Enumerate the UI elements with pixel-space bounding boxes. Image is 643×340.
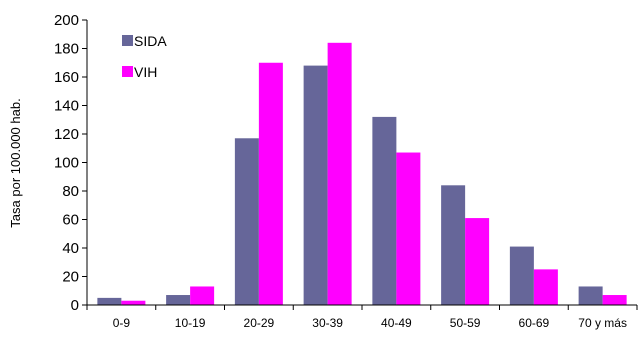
y-tick-label: 120 — [54, 126, 79, 143]
y-tick-label: 0 — [71, 297, 79, 314]
bars — [97, 42, 627, 306]
bar-vih-2 — [258, 62, 283, 305]
x-tick-label: 10-19 — [175, 316, 206, 330]
bar-sida-2 — [234, 138, 259, 305]
y-tick-label: 160 — [54, 69, 79, 86]
bar-sida-5 — [441, 185, 466, 305]
x-tick-label: 40-49 — [381, 316, 412, 330]
x-tick-label: 60-69 — [519, 316, 550, 330]
y-tick-label: 100 — [54, 155, 79, 172]
y-tick-label: 80 — [62, 183, 79, 200]
y-axis-title: Tasa por 100.000 hab. — [8, 98, 23, 227]
bar-sida-6 — [509, 246, 534, 305]
legend-label-sida: SIDA — [134, 33, 167, 49]
bar-sida-3 — [303, 65, 328, 305]
y-tick-label: 20 — [62, 269, 79, 286]
x-tick-label: 20-29 — [244, 316, 275, 330]
bar-vih-7 — [602, 295, 627, 305]
legend-label-vih: VIH — [134, 64, 157, 80]
y-tick-label: 180 — [54, 41, 79, 58]
bar-vih-4 — [396, 152, 421, 305]
bar-sida-4 — [372, 116, 397, 306]
bar-vih-0 — [121, 300, 146, 305]
x-tick-label: 0-9 — [113, 316, 131, 330]
axes — [86, 20, 637, 306]
x-tick-label: 50-59 — [450, 316, 481, 330]
bar-vih-3 — [327, 42, 352, 306]
legend: SIDA VIH — [122, 33, 167, 80]
y-tick-label: 140 — [54, 98, 79, 115]
y-tick-label: 200 — [54, 12, 79, 29]
x-tick-label: 30-39 — [312, 316, 343, 330]
bar-vih-6 — [533, 269, 558, 305]
x-axis-ticks: 0-9 10-19 20-29 30-39 40-49 50-59 60-69 70 y má… — [86, 305, 638, 330]
bar-vih-5 — [465, 218, 490, 305]
y-axis-ticks: 0 20 40 60 80 100 120 140 160 180 200 — [54, 12, 87, 314]
x-tick-label: 70 y más — [578, 316, 627, 330]
y-tick-label: 40 — [62, 240, 79, 257]
bar-vih-1 — [190, 286, 215, 305]
legend-swatch-sida — [122, 35, 133, 46]
y-tick-label: 60 — [62, 212, 79, 229]
bar-sida-1 — [166, 295, 191, 305]
bar-sida-0 — [97, 297, 122, 305]
bar-sida-7 — [578, 286, 603, 305]
legend-swatch-vih — [122, 66, 133, 77]
